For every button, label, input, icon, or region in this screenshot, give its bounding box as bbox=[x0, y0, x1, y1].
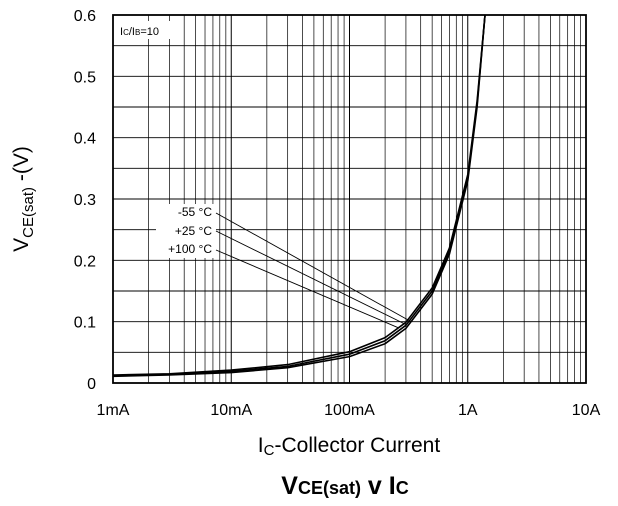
x-tick-label: 1mA bbox=[97, 402, 130, 419]
leader-layer bbox=[215, 212, 412, 329]
legend-label-2: +25 °C bbox=[175, 224, 212, 238]
legend-leader-3 bbox=[215, 249, 399, 329]
legend-label-1: -55 °C bbox=[178, 205, 212, 219]
condition-box bbox=[116, 21, 176, 39]
x-tick-label: 10A bbox=[572, 402, 601, 419]
legend-box bbox=[156, 204, 216, 258]
legend-leader-2 bbox=[215, 230, 407, 326]
x-tick-label: 10mA bbox=[210, 402, 252, 419]
chart-title: VCE(sat) v IC bbox=[281, 472, 408, 500]
tick-layer: 1mA 10mA 100mA 1A 10A 0 0.1 0.2 0.3 0.4 0.5 0.6 bbox=[74, 8, 601, 419]
series-line-3 bbox=[112, 14, 486, 376]
legend-leader-1 bbox=[215, 212, 412, 323]
y-tick-label: 0.6 bbox=[74, 8, 96, 25]
y-tick-label: 0.1 bbox=[74, 315, 96, 332]
series-layer bbox=[112, 14, 486, 378]
condition-label: IC/IB=10 bbox=[120, 26, 159, 38]
y-axis-title: VCE(sat) -(V) bbox=[10, 146, 37, 252]
x-axis-title: IC-Collector Current bbox=[258, 434, 441, 459]
y-tick-label: 0.2 bbox=[74, 253, 96, 270]
legend-label-3: +100 °C bbox=[168, 242, 212, 256]
y-tick-label: 0.3 bbox=[74, 192, 96, 209]
y-tick-label: 0.5 bbox=[74, 69, 96, 86]
plot-frame bbox=[112, 14, 587, 384]
y-tick-label: 0.4 bbox=[74, 131, 96, 148]
y-tick-label: 0 bbox=[87, 376, 96, 393]
x-tick-label: 100mA bbox=[324, 402, 375, 419]
x-tick-label: 1A bbox=[458, 402, 478, 419]
